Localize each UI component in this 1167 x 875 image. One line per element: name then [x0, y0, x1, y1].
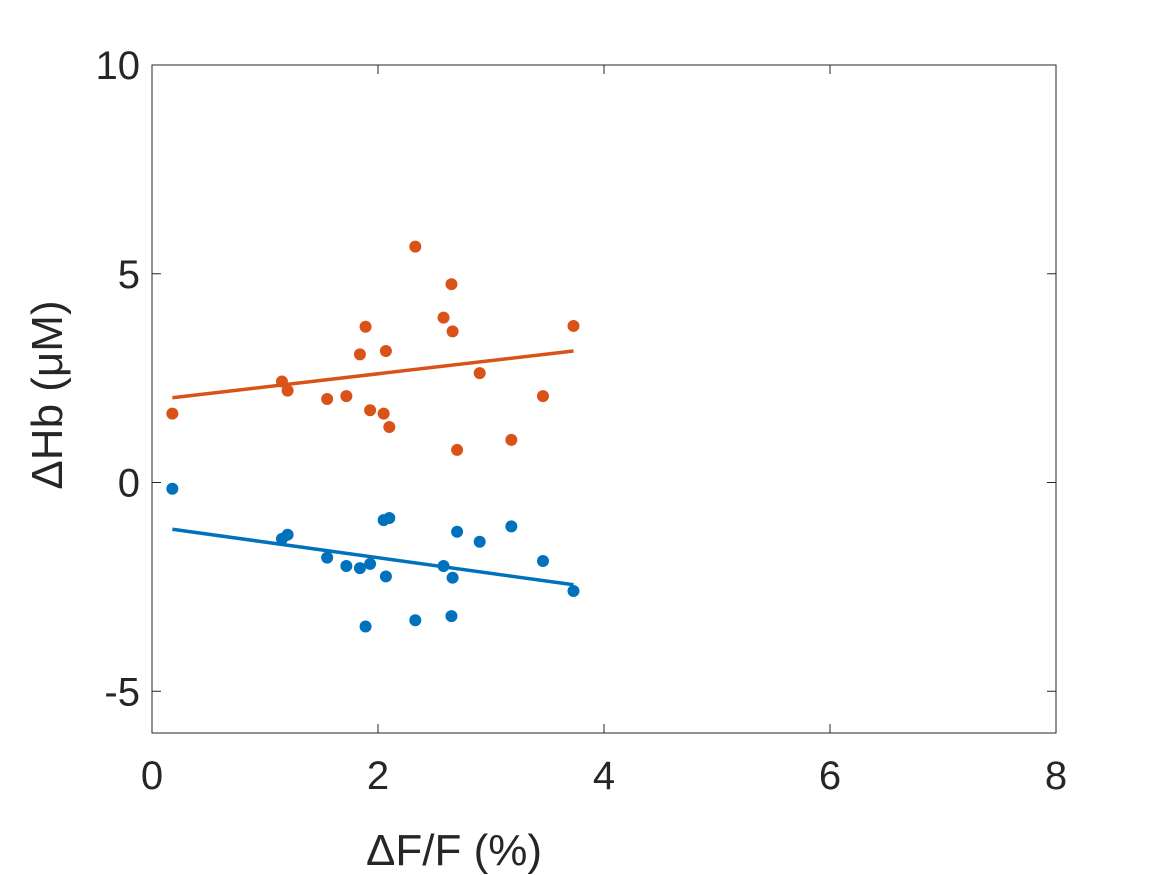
x-tick-label: 0: [141, 754, 163, 798]
data-point-series-1: [340, 560, 353, 572]
fit-line-series-1: [172, 527, 574, 587]
data-point-series-0: [567, 319, 580, 332]
data-point-series-1: [473, 535, 486, 548]
data-point-series-1: [353, 562, 366, 575]
y-tick-label: 10: [96, 44, 141, 88]
data-point-series-1: [445, 610, 458, 623]
y-tick-label: -5: [104, 670, 140, 714]
data-point-series-0: [321, 393, 334, 405]
data-point-series-0: [437, 311, 450, 324]
data-point-series-0: [281, 384, 294, 397]
data-point-series-1: [379, 570, 392, 583]
x-tick-label: 4: [593, 754, 615, 798]
x-axis-label: ΔF/F (%): [366, 826, 542, 875]
data-point-series-1: [409, 614, 422, 627]
data-point-series-1: [321, 551, 334, 564]
data-point-series-1: [536, 554, 549, 567]
data-point-series-0: [536, 390, 549, 403]
labels: ΔF/F (%) ΔHb (μM): [23, 300, 542, 875]
data-point-series-0: [409, 240, 422, 253]
data-point-series-0: [446, 325, 459, 338]
data-point-series-1: [437, 560, 450, 572]
data-point-series-1: [505, 520, 518, 533]
x-tick-label: 2: [367, 754, 389, 798]
data-point-series-0: [451, 443, 464, 456]
y-axis-label: ΔHb (μM): [23, 300, 72, 489]
data-point-series-0: [353, 348, 366, 361]
axes-box: [151, 64, 1057, 734]
fit-line-series-0: [172, 349, 574, 400]
data-point-series-1: [446, 571, 459, 584]
data-points: [166, 240, 580, 633]
data-point-series-1: [567, 585, 580, 598]
data-point-series-0: [166, 407, 179, 420]
data-point-series-0: [364, 404, 377, 417]
data-point-series-0: [473, 367, 486, 380]
data-point-series-0: [383, 420, 396, 433]
plot-frame: [151, 64, 1057, 734]
data-point-series-1: [364, 557, 377, 570]
data-point-series-1: [451, 525, 464, 538]
data-point-series-0: [377, 407, 390, 420]
data-point-series-0: [379, 344, 392, 357]
data-point-series-0: [359, 320, 372, 333]
x-tick-label: 6: [819, 754, 841, 798]
data-point-series-0: [340, 390, 353, 403]
data-point-series-0: [445, 278, 458, 291]
y-tick-label: 0: [118, 462, 140, 506]
fit-lines: [172, 349, 574, 587]
y-tick-label: 5: [118, 253, 140, 297]
data-point-series-0: [505, 433, 518, 446]
data-point-series-0: [275, 375, 288, 388]
data-point-series-1: [166, 482, 179, 495]
data-point-series-1: [281, 528, 294, 541]
data-point-series-1: [359, 620, 372, 633]
data-point-series-1: [383, 511, 396, 524]
x-tick-label: 8: [1045, 754, 1067, 798]
